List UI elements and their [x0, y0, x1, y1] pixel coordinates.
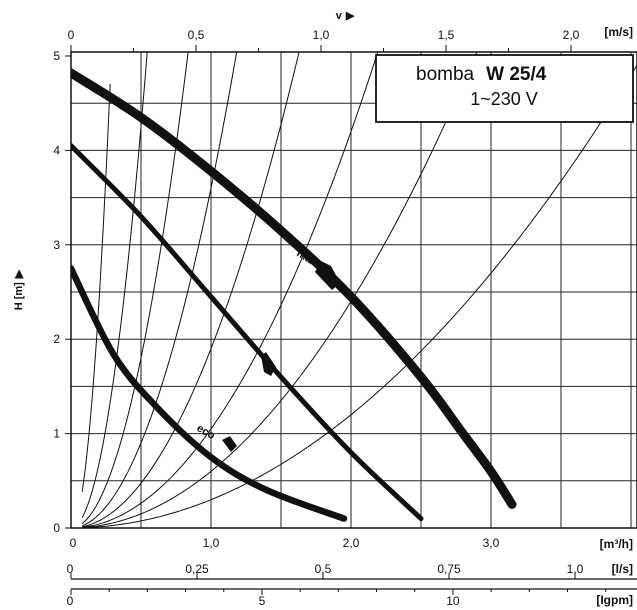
system-curve-8: [82, 64, 637, 528]
igpm-tick-label: 5: [259, 594, 266, 608]
ls-tick-label: 0: [67, 562, 74, 576]
velocity-tick-label: 1,5: [438, 28, 455, 42]
ls-axis-unit: [l/s]: [612, 562, 633, 576]
system-curve-6: [82, 52, 379, 528]
system-curves: [81, 52, 637, 528]
mid-marker: [261, 352, 276, 376]
title-model: W 25/4: [486, 64, 547, 85]
y-tick-label: 0: [53, 521, 60, 535]
pump-curve-eco: [71, 265, 348, 522]
title-supply: 1~230 V: [470, 89, 538, 109]
max-marker: [315, 261, 340, 290]
y-tick-label: 5: [53, 49, 60, 63]
x-tick-label: 3,0: [483, 536, 500, 550]
system-curve-2: [81, 52, 148, 518]
y-tick-label: 2: [53, 332, 60, 346]
eco-marker: [222, 436, 237, 452]
velocity-tick-label: 2,0: [563, 28, 580, 42]
ls-tick-label: 1,0: [567, 562, 584, 576]
x-tick-label: 1,0: [203, 536, 220, 550]
plot-frame: [70, 51, 637, 529]
velocity-tick-label: 0: [68, 28, 75, 42]
system-curve-4: [82, 52, 238, 527]
y-tick-label: 1: [53, 427, 60, 441]
ls-tick-label: 0,75: [437, 562, 461, 576]
ls-tick-label: 0,5: [315, 562, 332, 576]
title-prefix: bomba: [416, 64, 475, 85]
system-curve-1: [81, 83, 111, 492]
igpm-tick-label: 0: [67, 594, 74, 608]
chart-title: bomba W 25/4: [416, 64, 547, 85]
x-axis-unit: [m³/h]: [600, 537, 633, 551]
ls-axis-ticks: 0 0,25 0,5 0,75 1,0: [67, 562, 584, 579]
pump-curve-mid: [71, 143, 424, 522]
velocity-axis-ticks: 0 0,5 1,0 1,5 2,0: [68, 28, 580, 52]
title-box: bomba W 25/4 1~230 V: [375, 54, 634, 123]
ls-tick-label: 0,25: [185, 562, 209, 576]
x-axis-ticks: 0 1,0 2,0 3,0: [70, 536, 500, 550]
igpm-axis-unit: [Igpm]: [596, 593, 633, 607]
y-tick-label: 3: [53, 238, 60, 252]
y-axis-ticks: 0 1 2 3 4 5: [53, 49, 71, 535]
system-curve-5: [82, 52, 300, 528]
igpm-axis-ticks: 0 5 10: [67, 589, 607, 608]
igpm-tick-label: 10: [446, 594, 460, 608]
velocity-tick-label: 0,5: [188, 28, 205, 42]
pump-curve-max: [71, 68, 517, 509]
x-tick-label: 2,0: [343, 536, 360, 550]
y-tick-label: 4: [53, 143, 60, 157]
velocity-axis-unit: [m/s]: [604, 25, 633, 39]
grid: [71, 52, 637, 528]
velocity-axis-label: v ▶: [336, 10, 355, 22]
pump-curves: [71, 68, 517, 522]
system-curve-3: [81, 52, 189, 525]
system-curve-7: [82, 52, 478, 528]
x-tick-label: 0: [70, 536, 77, 550]
y-axis-label: H [m]▶: [13, 269, 25, 310]
velocity-tick-label: 1,0: [313, 28, 330, 42]
